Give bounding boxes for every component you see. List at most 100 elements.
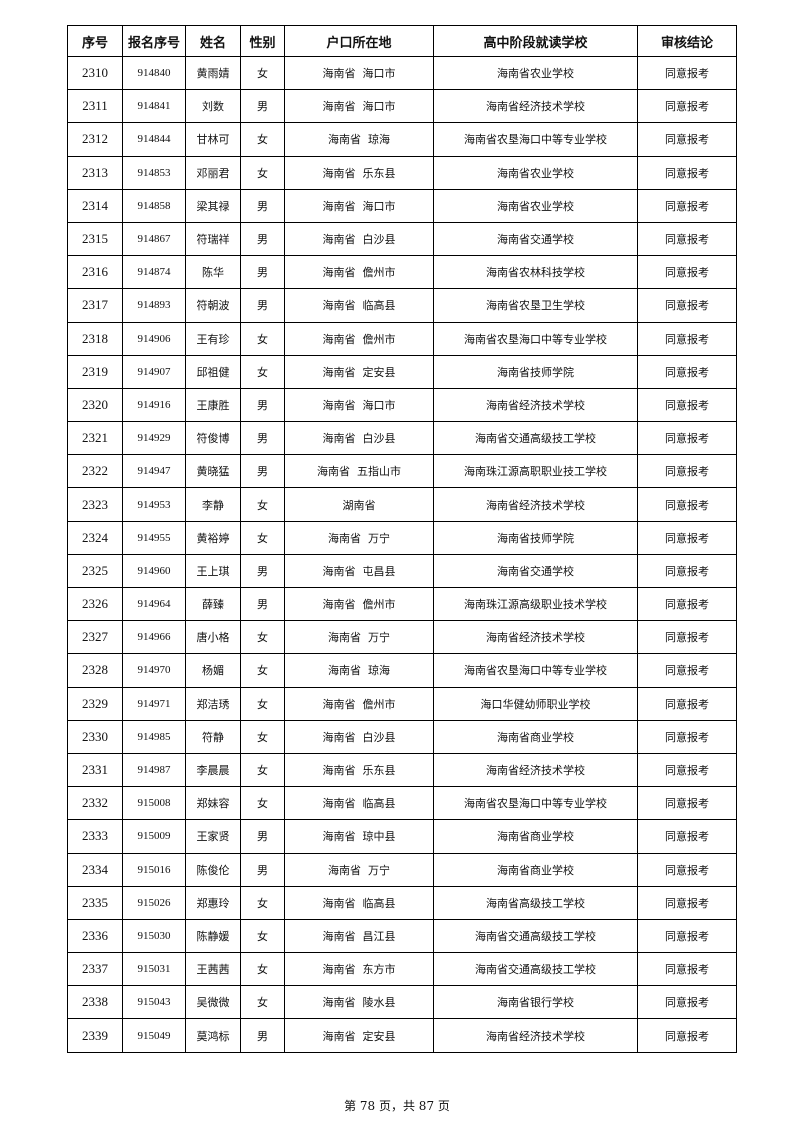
cell-school: 海南省技师学院 [433, 520, 638, 555]
table-row: 2320 914916 王康胜男海南省 海口市 海南省经济技术学校 同意报考 [67, 387, 737, 423]
cell-seq: 2318 [67, 321, 123, 356]
cell-gender: 女 [240, 952, 285, 987]
header-name: 姓名 [185, 25, 241, 57]
header-gender: 性别 [240, 25, 285, 57]
cell-reg-no: 915009 [122, 819, 186, 854]
cell-school: 海南省农垦海口中等专业学校 [433, 321, 638, 356]
cell-school: 海南省高级技工学校 [433, 885, 638, 920]
cell-gender: 女 [240, 122, 285, 157]
cell-reg-no: 914987 [122, 752, 186, 788]
cell-name: 郑妹容 [185, 786, 241, 821]
cell-reg-no: 914893 [122, 288, 186, 323]
cell-name: 郑惠玲 [185, 885, 241, 920]
header-reg-no: 报名序号 [122, 25, 186, 57]
cell-hukou: 海南省 海口市 [284, 55, 434, 91]
cell-seq: 2339 [67, 1018, 123, 1053]
cell-gender: 男 [240, 188, 285, 223]
cell-school: 海南省农林科技学校 [433, 255, 638, 290]
cell-hukou: 海南省 海口市 [284, 387, 434, 423]
cell-name: 陈静媛 [185, 918, 241, 954]
cell-name: 王家贤 [185, 819, 241, 854]
cell-school: 海南省经济技术学校 [433, 487, 638, 522]
cell-seq: 2314 [67, 188, 123, 223]
table-row: 2327 914966 唐小格女海南省 万宁 海南省经济技术学校 同意报考 [67, 620, 737, 655]
cell-gender: 男 [240, 454, 285, 489]
table-row: 2330 914985 符静女海南省 白沙县 海南省商业学校 同意报考 [67, 719, 737, 754]
table-row: 2325 914960 王上琪男海南省 屯昌县 海南省交通学校 同意报考 [67, 553, 737, 589]
header-school: 高中阶段就读学校 [433, 25, 638, 57]
cell-reg-no: 914916 [122, 387, 186, 423]
cell-name: 吴微微 [185, 985, 241, 1020]
cell-school: 海南省经济技术学校 [433, 620, 638, 655]
cell-seq: 2321 [67, 421, 123, 456]
cell-seq: 2311 [67, 89, 123, 124]
cell-seq: 2313 [67, 155, 123, 190]
table-body: 2310 914840 黄雨婧女海南省 海口市 海南省农业学校 同意报考 2311 9148… [67, 55, 737, 1053]
cell-result: 同意报考 [637, 321, 737, 356]
table-row: 2315 914867 符瑞祥男海南省 白沙县 海南省交通学校 同意报考 [67, 221, 737, 257]
cell-seq: 2310 [67, 55, 123, 91]
cell-school: 海南省经济技术学校 [433, 752, 638, 788]
cell-name: 王上琪 [185, 553, 241, 589]
cell-gender: 男 [240, 553, 285, 589]
cell-school: 海南省农垦海口中等专业学校 [433, 122, 638, 157]
table-row: 2310 914840 黄雨婧女海南省 海口市 海南省农业学校 同意报考 [67, 55, 737, 91]
cell-reg-no: 915030 [122, 918, 186, 954]
cell-reg-no: 914929 [122, 421, 186, 456]
cell-reg-no: 914960 [122, 553, 186, 589]
table-row: 2338 915043 吴微微女海南省 陵水县 海南省银行学校 同意报考 [67, 985, 737, 1020]
cell-reg-no: 914947 [122, 454, 186, 489]
cell-school: 海南省交通高级技工学校 [433, 918, 638, 954]
cell-reg-no: 914844 [122, 122, 186, 157]
cell-gender: 女 [240, 653, 285, 688]
cell-school: 海南省商业学校 [433, 719, 638, 754]
cell-hukou: 海南省 万宁 [284, 520, 434, 555]
cell-gender: 男 [240, 89, 285, 124]
table-row: 2333 915009 王家贤男海南省 琼中县 海南省商业学校 同意报考 [67, 819, 737, 854]
cell-gender: 男 [240, 852, 285, 887]
cell-name: 陈俊伦 [185, 852, 241, 887]
cell-name: 陈华 [185, 255, 241, 290]
cell-reg-no: 915049 [122, 1018, 186, 1053]
cell-result: 同意报考 [637, 719, 737, 754]
cell-hukou: 海南省 万宁 [284, 852, 434, 887]
cell-name: 李静 [185, 487, 241, 522]
table-row: 2314 914858 梁其禄男海南省 海口市 海南省农业学校 同意报考 [67, 188, 737, 223]
cell-result: 同意报考 [637, 354, 737, 389]
cell-seq: 2325 [67, 553, 123, 589]
header-result: 审核结论 [637, 25, 737, 57]
cell-school: 海南省经济技术学校 [433, 89, 638, 124]
cell-school: 海南珠江源高级职业技术学校 [433, 586, 638, 622]
cell-seq: 2312 [67, 122, 123, 157]
cell-gender: 女 [240, 487, 285, 522]
cell-reg-no: 914970 [122, 653, 186, 688]
cell-reg-no: 914955 [122, 520, 186, 555]
cell-seq: 2333 [67, 819, 123, 854]
table-row: 2318 914906 王有珍女海南省 儋州市 海南省农垦海口中等专业学校 同意报考 [67, 321, 737, 356]
cell-name: 薛臻 [185, 586, 241, 622]
cell-result: 同意报考 [637, 885, 737, 920]
cell-seq: 2315 [67, 221, 123, 257]
cell-hukou: 海南省 琼海 [284, 653, 434, 688]
cell-seq: 2319 [67, 354, 123, 389]
cell-gender: 女 [240, 985, 285, 1020]
cell-seq: 2334 [67, 852, 123, 887]
cell-reg-no: 915043 [122, 985, 186, 1020]
cell-result: 同意报考 [637, 1018, 737, 1053]
table-row: 2317 914893 符朝波男海南省 临高县 海南省农垦卫生学校 同意报考 [67, 288, 737, 323]
cell-school: 海南省经济技术学校 [433, 1018, 638, 1053]
cell-name: 邱祖健 [185, 354, 241, 389]
table-row: 2339 915049 莫鸿标男海南省 定安县 海南省经济技术学校 同意报考 [67, 1018, 737, 1053]
table-row: 2312 914844 甘林可女海南省 琼海 海南省农垦海口中等专业学校 同意报考 [67, 122, 737, 157]
cell-school: 海南省商业学校 [433, 819, 638, 854]
cell-reg-no: 914971 [122, 686, 186, 721]
table-row: 2329 914971 郑洁琇女海南省 儋州市 海口华健幼师职业学校 同意报考 [67, 686, 737, 721]
cell-name: 黄裕婷 [185, 520, 241, 555]
cell-seq: 2337 [67, 952, 123, 987]
cell-school: 海南省银行学校 [433, 985, 638, 1020]
cell-gender: 男 [240, 255, 285, 290]
table-row: 2319 914907 邱祖健女海南省 定安县 海南省技师学院 同意报考 [67, 354, 737, 389]
page-footer: 第 78 页，共 87 页 [344, 1099, 450, 1113]
table-row: 2321 914929 符俊博男海南省 白沙县 海南省交通高级技工学校 同意报考 [67, 421, 737, 456]
applicant-table: 序号 报名序号 姓名 性别 户口所在地 高中阶段就读学校 审核结论 2310 91… [67, 25, 737, 1053]
